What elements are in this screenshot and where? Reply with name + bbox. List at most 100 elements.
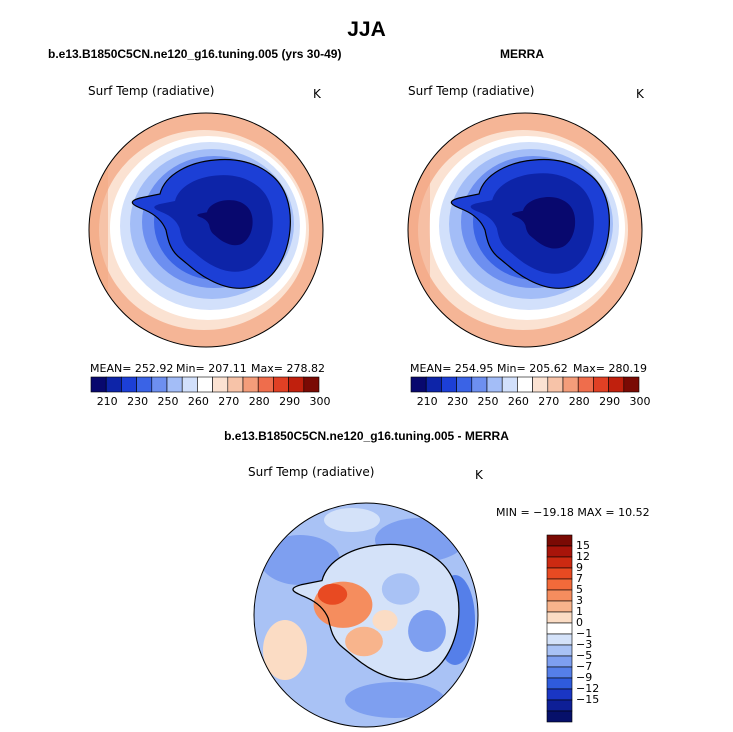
diff-colorbar-swatch bbox=[546, 666, 573, 679]
page-title: JJA bbox=[347, 18, 386, 41]
diff-colorbar-swatch bbox=[546, 545, 573, 558]
obs-colorbar-tick-label: 280 bbox=[568, 395, 590, 408]
diff-colorbar-tick-label: −1 bbox=[576, 627, 593, 640]
diff-colorbar bbox=[546, 534, 573, 723]
diff-colorbar-swatch bbox=[546, 699, 573, 712]
model-colorbar-tick-label: 290 bbox=[279, 395, 301, 408]
model-colorbar-tick-label: 280 bbox=[248, 395, 270, 408]
model-colorbar-swatch bbox=[257, 376, 274, 393]
model-polar-map bbox=[89, 113, 323, 347]
model-colorbar bbox=[90, 376, 320, 393]
diff-colorbar-swatch bbox=[546, 567, 573, 580]
model-map-border bbox=[88, 112, 324, 348]
obs-colorbar-tick-label: 210 bbox=[416, 395, 438, 408]
model-units-label: K bbox=[313, 87, 321, 101]
diff-colorbar-tick-label: 3 bbox=[576, 594, 583, 607]
obs-max-label: Max= 280.19 bbox=[573, 362, 647, 375]
model-colorbar-swatch bbox=[121, 376, 137, 393]
diff-colorbar-tick-label: 0 bbox=[576, 616, 583, 629]
obs-colorbar-swatch bbox=[593, 376, 609, 393]
obs-colorbar-swatch bbox=[501, 376, 518, 393]
diff-colorbar-tick-label: 9 bbox=[576, 561, 583, 574]
obs-colorbar-tick-label: 260 bbox=[507, 395, 529, 408]
diff-colorbar-tick-label: 1 bbox=[576, 605, 583, 618]
obs-colorbar-tick-label: 250 bbox=[477, 395, 499, 408]
diff-colorbar-swatch bbox=[546, 578, 573, 591]
model-max-label: Max= 278.82 bbox=[251, 362, 325, 375]
model-colorbar-tick-label: 210 bbox=[96, 395, 118, 408]
diff-colorbar-tick-label: 7 bbox=[576, 572, 583, 585]
obs-colorbar-tick-label: 300 bbox=[629, 395, 651, 408]
model-colorbar-swatch bbox=[273, 376, 289, 393]
model-colorbar-tick-label: 300 bbox=[309, 395, 331, 408]
diff-map-border bbox=[253, 502, 479, 728]
obs-variable-label: Surf Temp (radiative) bbox=[408, 84, 535, 98]
obs-colorbar-swatch bbox=[410, 376, 427, 393]
diff-colorbar-tick-label: −15 bbox=[576, 693, 600, 706]
obs-colorbar-swatch bbox=[623, 376, 640, 393]
diff-colorbar-swatch bbox=[546, 622, 573, 635]
diff-variable-label: Surf Temp (radiative) bbox=[248, 465, 375, 479]
diff-polar-map bbox=[254, 503, 478, 727]
obs-mean-label: MEAN= 254.95 bbox=[410, 362, 494, 375]
diff-colorbar-tick-label: −3 bbox=[576, 638, 593, 651]
diff-colorbar-swatch bbox=[546, 556, 573, 569]
obs-colorbar-tick-label: 270 bbox=[538, 395, 560, 408]
model-colorbar-tick-label: 250 bbox=[157, 395, 179, 408]
diff-colorbar-tick-label: −9 bbox=[576, 671, 593, 684]
obs-colorbar-tick-label: 230 bbox=[447, 395, 469, 408]
diff-colorbar-swatch bbox=[546, 611, 573, 624]
model-mean-label: MEAN= 252.92 bbox=[90, 362, 174, 375]
model-variable-label: Surf Temp (radiative) bbox=[88, 84, 215, 98]
model-colorbar-swatch bbox=[303, 376, 320, 393]
diff-minmax-label: MIN = −19.18 MAX = 10.52 bbox=[496, 506, 650, 519]
model-colorbar-swatch bbox=[105, 376, 122, 393]
diff-colorbar-tick-label: −12 bbox=[576, 682, 600, 695]
diff-colorbar-swatch bbox=[546, 534, 573, 547]
obs-colorbar-swatch bbox=[517, 376, 533, 393]
model-colorbar-swatch bbox=[166, 376, 183, 393]
diff-colorbar-tick-label: −5 bbox=[576, 649, 593, 662]
obs-colorbar-swatch bbox=[425, 376, 442, 393]
model-colorbar-swatch bbox=[212, 376, 229, 393]
obs-colorbar-swatch bbox=[532, 376, 549, 393]
diff-colorbar-swatch bbox=[546, 688, 573, 701]
model-colorbar-tick-label: 230 bbox=[127, 395, 149, 408]
obs-min-label: Min= 205.62 bbox=[497, 362, 568, 375]
model-colorbar-swatch bbox=[227, 376, 244, 393]
diff-colorbar-swatch bbox=[546, 633, 573, 646]
obs-case-title: MERRA bbox=[500, 47, 544, 61]
model-colorbar-swatch bbox=[90, 376, 107, 393]
model-colorbar-swatch bbox=[242, 376, 259, 393]
diff-colorbar-swatch bbox=[546, 655, 573, 668]
obs-map-border bbox=[407, 112, 643, 348]
model-min-label: Min= 207.11 bbox=[176, 362, 247, 375]
model-colorbar-swatch bbox=[181, 376, 198, 393]
model-colorbar-swatch bbox=[151, 376, 168, 393]
diff-colorbar-tick-label: 5 bbox=[576, 583, 583, 596]
diff-colorbar-swatch bbox=[546, 600, 573, 613]
obs-colorbar-tick-label: 290 bbox=[599, 395, 621, 408]
diff-colorbar-swatch bbox=[546, 710, 573, 723]
model-case-title: b.e13.B1850C5CN.ne120_g16.tuning.005 (yr… bbox=[48, 47, 342, 61]
diff-colorbar-swatch bbox=[546, 589, 573, 602]
diff-colorbar-swatch bbox=[546, 677, 573, 690]
diff-colorbar-tick-label: 12 bbox=[576, 550, 590, 563]
model-colorbar-tick-label: 270 bbox=[218, 395, 240, 408]
obs-colorbar-swatch bbox=[608, 376, 625, 393]
diff-colorbar-swatch bbox=[546, 644, 573, 657]
diff-case-title: b.e13.B1850C5CN.ne120_g16.tuning.005 - M… bbox=[224, 429, 509, 443]
model-colorbar-swatch bbox=[288, 376, 305, 393]
model-colorbar-swatch bbox=[136, 376, 153, 393]
obs-colorbar-swatch bbox=[562, 376, 579, 393]
obs-colorbar bbox=[410, 376, 640, 393]
obs-colorbar-swatch bbox=[547, 376, 564, 393]
diff-units-label: K bbox=[475, 468, 483, 482]
obs-units-label: K bbox=[636, 87, 644, 101]
model-colorbar-swatch bbox=[197, 376, 213, 393]
diff-colorbar-tick-label: −7 bbox=[576, 660, 593, 673]
obs-colorbar-swatch bbox=[486, 376, 503, 393]
obs-colorbar-swatch bbox=[441, 376, 457, 393]
obs-polar-map bbox=[408, 113, 642, 347]
